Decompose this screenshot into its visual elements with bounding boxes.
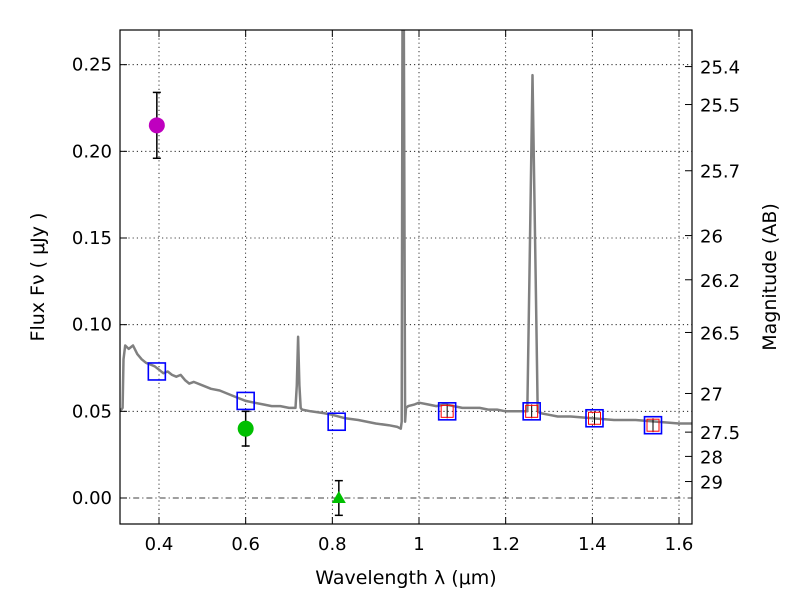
nir-point — [525, 404, 539, 418]
mag-tick-label: 26 — [700, 227, 723, 248]
x-tick-label: 0.4 — [145, 534, 174, 555]
observed-point-u — [148, 117, 165, 134]
nir-point — [440, 404, 454, 418]
y-tick-label: 0.10 — [72, 315, 112, 336]
mag-tick-label: 29 — [700, 473, 723, 494]
mag-tick-label: 25.5 — [700, 96, 740, 117]
x-tick-label: 0.8 — [318, 534, 347, 555]
mag-tick-label: 25.4 — [700, 58, 740, 79]
model-photometry-point — [522, 402, 541, 421]
y-tick-label: 0.20 — [72, 141, 112, 162]
marker-layer — [147, 91, 663, 517]
mag-tick-label: 25.7 — [700, 162, 740, 183]
x-tick-label: 1 — [413, 534, 424, 555]
y-tick-label: 0.15 — [72, 228, 112, 249]
mag-tick-label: 27 — [700, 384, 723, 405]
x-axis-title: Wavelength λ (μm) — [315, 567, 496, 589]
x-tick-label: 1.2 — [491, 534, 520, 555]
mag-tick-label: 28 — [700, 447, 723, 468]
y-tick-label: 0.25 — [72, 55, 112, 76]
nir-point — [588, 411, 601, 425]
mag-tick-label: 26.2 — [700, 271, 740, 292]
model-photometry-point — [236, 391, 255, 411]
y-axis-right-title: Magnitude (AB) — [759, 203, 781, 351]
mag-tick-label: 27.5 — [700, 423, 740, 444]
plot-frame — [119, 29, 693, 525]
x-tick-label: 0.6 — [231, 534, 260, 555]
y-tick-label: 0.00 — [72, 488, 112, 509]
observed-point-V — [237, 420, 254, 437]
y-tick-label: 0.05 — [72, 401, 112, 422]
mag-tick-label: 26.5 — [700, 323, 740, 344]
y-axis-title: Flux Fν ( μJy ) — [27, 213, 49, 342]
nir-point — [646, 418, 660, 432]
observed-point-i — [331, 491, 346, 503]
model-photometry-point — [147, 362, 167, 381]
axes-ticks: 0.4 0.6 0.8 1 1.2 1.4 1.6 0.00 0.05 0.10 0.15 0.20 0… — [72, 30, 740, 555]
x-tick-label: 1.6 — [665, 534, 694, 555]
model-photometry-point — [437, 402, 457, 421]
model-photometry-point — [643, 415, 663, 435]
model-photometry-point — [327, 412, 346, 432]
x-tick-label: 1.4 — [578, 534, 607, 555]
model-photometry-point — [585, 408, 604, 428]
